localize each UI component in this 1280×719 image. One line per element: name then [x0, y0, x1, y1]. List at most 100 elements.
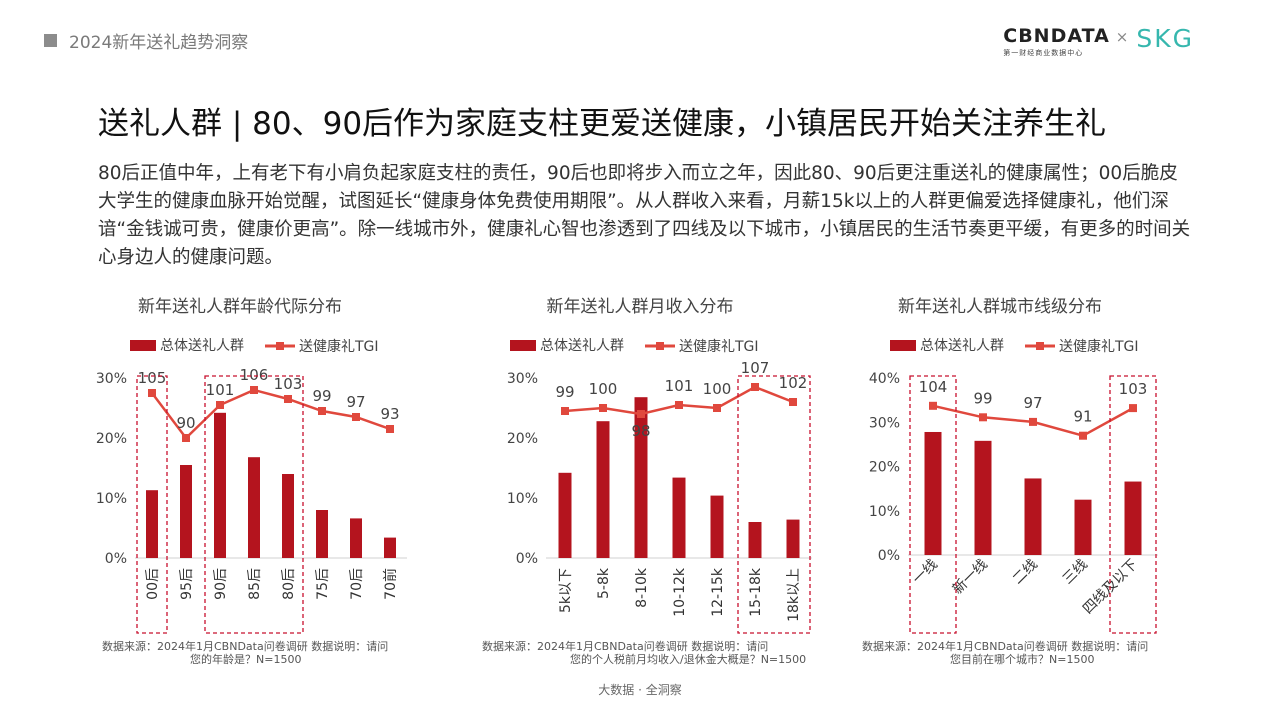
y-tick-label: 0% [516, 551, 538, 567]
x-category-label: 12-15k [710, 567, 726, 617]
bar-12-15k [710, 495, 724, 558]
chart-city: 新年送礼人群城市线级分布 总体送礼人群 送健康礼TGI 0% 10% 20% 30% 40% 1… [850, 290, 1210, 670]
tgi-value-label: 107 [741, 359, 770, 377]
logo-separator: × [1115, 28, 1129, 46]
tgi-value-label: 106 [240, 366, 269, 384]
header-square-icon [44, 34, 57, 47]
tgi-value-label: 97 [346, 393, 365, 411]
tgi-value-label: 99 [555, 383, 574, 401]
x-category-label: 二线 [1010, 557, 1041, 588]
legend-bar-label: 总体送礼人群 [540, 338, 624, 354]
bar-新一线 [974, 440, 992, 555]
tgi-line [151, 388, 391, 440]
source-note: 数据来源：2024年1月CBNData问卷调研 数据说明：请问您目前在哪个城市？… [862, 639, 1148, 666]
tgi-point [561, 407, 569, 415]
tgi-point [386, 425, 394, 433]
legend-line-label: 送健康礼TGI [1059, 338, 1139, 355]
highlight-box [204, 375, 304, 634]
bar-三线 [1074, 499, 1092, 555]
legend-bar-label: 总体送礼人群 [920, 338, 1004, 354]
bar-85后 [248, 457, 260, 558]
y-tick-label: 30% [96, 371, 127, 387]
page-title: 送礼人群 | 80、90后作为家庭支柱更爱送健康，小镇居民开始关注养生礼 [98, 106, 1107, 142]
source-note: 数据来源：2024年1月CBNData问卷调研 数据说明：请问您的个人税前月均收… [482, 639, 806, 666]
legend-bar-swatch [130, 340, 156, 351]
y-tick-label: 0% [105, 551, 127, 567]
chart-title: 新年送礼人群年龄代际分布 [138, 297, 342, 317]
header-title: 2024新年送礼趋势洞察 [69, 33, 249, 53]
tgi-value-label: 101 [206, 381, 235, 399]
x-category-label: 70前 [382, 568, 399, 600]
chart-age: 新年送礼人群年龄代际分布 总体送礼人群 送健康礼TGI 0% 10% 20% 30% 105 9… [90, 290, 450, 670]
bar-70前 [384, 537, 396, 558]
x-category-label: 一线 [910, 557, 941, 588]
tgi-point [1129, 404, 1137, 413]
x-category-label: 8-10k [634, 567, 650, 608]
tgi-point [789, 398, 797, 406]
tgi-point [637, 410, 645, 418]
highlight-box [1109, 375, 1157, 634]
tgi-value-label: 93 [380, 405, 399, 423]
highlight-box [909, 375, 957, 634]
bar-90后 [214, 412, 226, 558]
bar-10-12k [672, 477, 686, 558]
cbndata-logo-text: CBNDATA [1003, 25, 1110, 47]
tgi-value-label: 98 [631, 422, 650, 440]
header: 2024新年送礼趋势洞察 [44, 28, 248, 53]
x-category-label: 80后 [281, 568, 297, 600]
footer-slogan: 大数据 · 全洞察 [598, 683, 682, 697]
x-category-label: 90后 [213, 568, 229, 600]
y-tick-label: 20% [96, 431, 127, 447]
tgi-value-label: 100 [703, 380, 732, 398]
tgi-point [250, 386, 258, 394]
bar-8-10k [634, 397, 648, 558]
tgi-value-label: 97 [1023, 394, 1042, 412]
tgi-value-label: 90 [176, 414, 195, 432]
y-tick-label: 40% [869, 371, 900, 387]
tgi-point [713, 404, 721, 412]
tgi-point [216, 401, 224, 409]
bar-95后 [180, 465, 192, 558]
bar-5-8k [596, 421, 610, 558]
tgi-value-label: 105 [138, 369, 167, 387]
legend-line-marker [1036, 342, 1044, 350]
legend-bar-swatch [510, 340, 536, 351]
tgi-point [1079, 431, 1087, 440]
cbndata-logo: CBNDATA 第一财经商业数据中心 [1003, 26, 1110, 58]
x-category-label: 85后 [247, 568, 263, 600]
tgi-value-label: 99 [312, 387, 331, 405]
highlight-box [136, 375, 168, 634]
cbndata-logo-subtitle: 第一财经商业数据中心 [1003, 49, 1084, 57]
highlight-box [737, 375, 811, 634]
tgi-value-label: 102 [779, 374, 808, 392]
y-tick-label: 30% [507, 371, 538, 387]
tgi-value-label: 103 [274, 375, 303, 393]
tgi-point [318, 407, 326, 415]
tgi-point [148, 389, 156, 397]
chart-income: 新年送礼人群月收入分布 总体送礼人群 送健康礼TGI 0% 10% 20% 30% 99 100… [470, 290, 830, 670]
x-category-label: 5k以下 [558, 568, 574, 613]
tgi-point [599, 404, 607, 412]
y-tick-label: 20% [869, 460, 900, 476]
x-category-label: 18k以上 [786, 568, 802, 622]
tgi-value-label: 101 [665, 377, 694, 395]
bar-75后 [316, 510, 328, 558]
source-note: 数据来源：2024年1月CBNData问卷调研 数据说明：请问您的年龄是？N=1… [102, 639, 388, 666]
y-tick-label: 20% [507, 431, 538, 447]
tgi-point [182, 434, 190, 442]
y-tick-label: 10% [96, 491, 127, 507]
x-category-label: 三线 [1060, 557, 1091, 588]
x-category-label: 00后 [145, 568, 161, 600]
x-category-label: 5-8k [596, 567, 612, 599]
bar-00后 [146, 490, 158, 558]
tgi-point [675, 401, 683, 409]
chart-title: 新年送礼人群月收入分布 [547, 297, 734, 317]
x-category-label: 70后 [349, 568, 365, 600]
tgi-value-label: 91 [1073, 408, 1092, 426]
x-category-label: 15-18k [748, 567, 764, 617]
bar-18k以上 [786, 519, 800, 558]
x-category-label: 10-12k [672, 567, 688, 617]
tgi-point [979, 413, 987, 422]
